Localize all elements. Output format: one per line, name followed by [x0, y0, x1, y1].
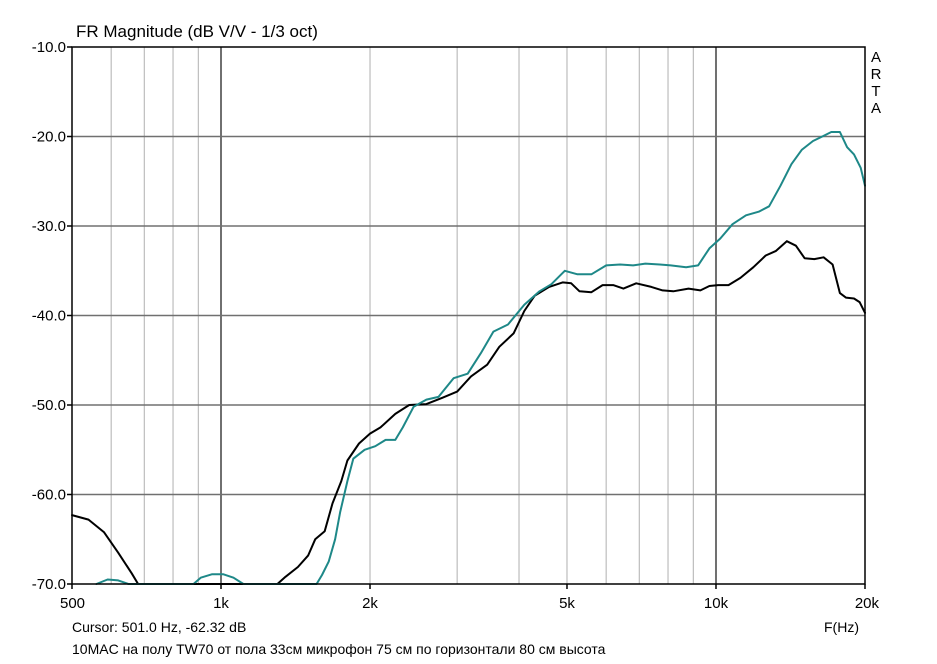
x-tick-label: 10k [704, 595, 729, 612]
brand-letter: R [871, 66, 882, 83]
x-tick-label: 1k [213, 595, 229, 612]
brand-letter: T [871, 83, 880, 100]
series-group [71, 131, 866, 585]
x-axis-unit-label: F(Hz) [824, 619, 859, 635]
y-tick-label: -50.0 [32, 397, 66, 414]
y-tick-label: -20.0 [32, 129, 66, 146]
x-tick-label: 5k [559, 595, 575, 612]
chart-title: FR Magnitude (dB V/V - 1/3 oct) [76, 22, 318, 41]
cursor-readout: Cursor: 501.0 Hz, -62.32 dB [72, 619, 247, 635]
series-line-2 [95, 131, 866, 585]
y-axis: -10.0 -20.0 -30.0 -40.0 -50.0 -60.0 -70.0 [32, 39, 72, 593]
grid [72, 47, 865, 584]
series-line-1 [71, 240, 866, 585]
y-tick-label: -60.0 [32, 487, 66, 504]
y-tick-label: -10.0 [32, 39, 66, 56]
y-tick-label: -40.0 [32, 308, 66, 325]
x-tick-label: 2k [362, 595, 378, 612]
x-tick-label: 20k [855, 595, 880, 612]
x-tick-label: 500 [60, 595, 85, 612]
brand-letter: A [871, 100, 881, 117]
y-tick-label: -70.0 [32, 576, 66, 593]
brand-letter: A [871, 49, 881, 66]
y-tick-label: -30.0 [32, 218, 66, 235]
x-axis: 500 1k 2k 5k 10k 20k [60, 584, 879, 612]
measurement-note: 10MAC на полу TW70 от пола 33см микрофон… [72, 641, 606, 657]
